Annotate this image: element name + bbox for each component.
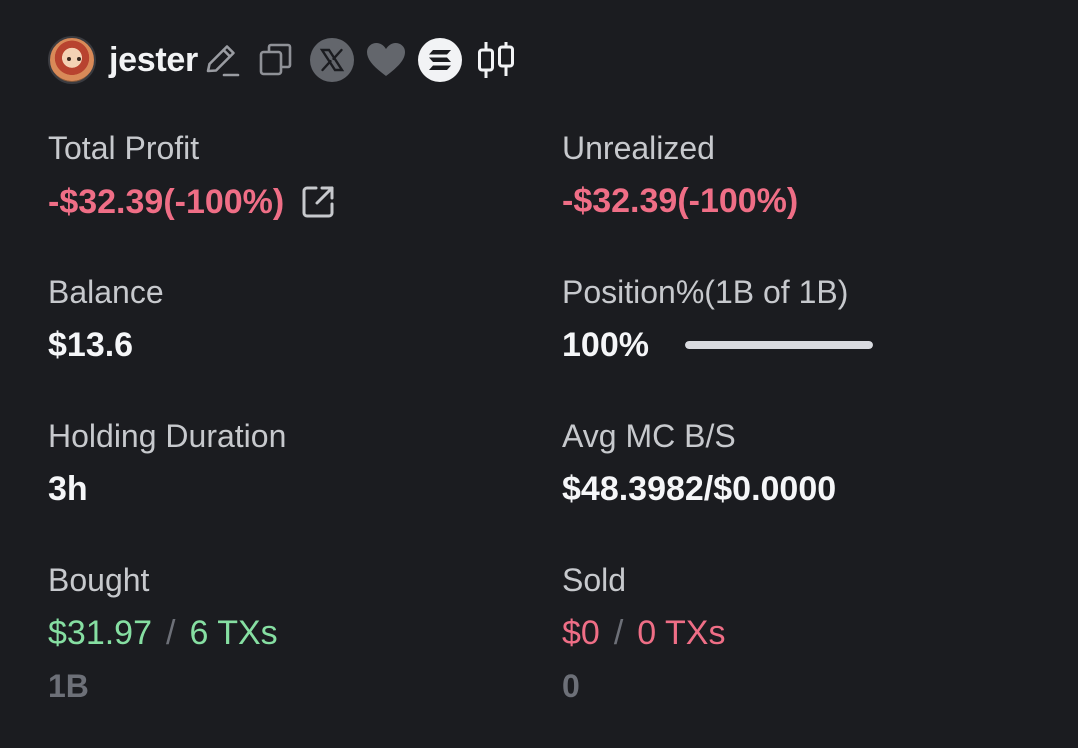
- avg-mc-value: $48.3982/$0.0000: [562, 470, 837, 508]
- sold-tokens: 0: [562, 668, 580, 704]
- position-progress-fill: [684, 341, 873, 349]
- bought-label: Bought: [48, 562, 150, 598]
- bought-separator: /: [166, 614, 176, 652]
- balance-label: Balance: [48, 274, 164, 310]
- holding-duration-stat: Holding Duration 3h: [48, 418, 286, 508]
- edit-icon[interactable]: [200, 39, 242, 81]
- position-label: Position%(1B of 1B): [562, 274, 849, 310]
- unrealized-value: -$32.39(-100%): [562, 182, 799, 220]
- sold-value-row: $0 / 0 TXs: [562, 614, 725, 652]
- bought-stat: Bought $31.97 / 6 TXs 1B: [48, 562, 278, 704]
- balance-stat: Balance $13.6: [48, 274, 164, 364]
- balance-value: $13.6: [48, 326, 134, 364]
- avg-mc-stat: Avg MC B/S $48.3982/$0.0000: [562, 418, 836, 508]
- position-value: 100%: [562, 326, 649, 364]
- holding-duration-value: 3h: [48, 470, 88, 508]
- bought-txs: 6 TXs: [189, 614, 278, 652]
- sold-label: Sold: [562, 562, 627, 598]
- position-progress-bar: [684, 341, 873, 349]
- bought-amount: $31.97: [48, 614, 152, 652]
- sold-txs: 0 TXs: [637, 614, 726, 652]
- unrealized-label: Unrealized: [562, 130, 715, 166]
- external-link-icon[interactable]: [298, 182, 338, 222]
- header: jester: [48, 34, 518, 86]
- position-stat: Position%(1B of 1B) 100%: [562, 274, 873, 364]
- total-profit-stat: Total Profit -$32.39(-100%): [48, 130, 338, 222]
- total-profit-value: -$32.39(-100%): [48, 183, 285, 221]
- heart-icon[interactable]: [364, 38, 408, 82]
- avatar[interactable]: [48, 36, 96, 84]
- total-profit-label: Total Profit: [48, 130, 200, 166]
- holding-duration-label: Holding Duration: [48, 418, 287, 454]
- avg-mc-label: Avg MC B/S: [562, 418, 736, 454]
- copy-icon[interactable]: [256, 40, 296, 80]
- total-profit-value-row: -$32.39(-100%): [48, 182, 338, 222]
- bought-value-row: $31.97 / 6 TXs: [48, 614, 278, 652]
- solana-icon[interactable]: [417, 38, 462, 82]
- sold-stat: Sold $0 / 0 TXs 0: [562, 562, 725, 704]
- x-twitter-icon[interactable]: [309, 38, 354, 82]
- candlestick-chart-icon[interactable]: [474, 38, 518, 82]
- sold-amount: $0: [562, 614, 600, 652]
- bought-tokens: 1B: [48, 668, 89, 704]
- unrealized-stat: Unrealized -$32.39(-100%): [562, 130, 798, 220]
- position-value-row: 100%: [562, 326, 873, 364]
- sold-separator: /: [613, 614, 624, 652]
- username: jester: [109, 40, 198, 79]
